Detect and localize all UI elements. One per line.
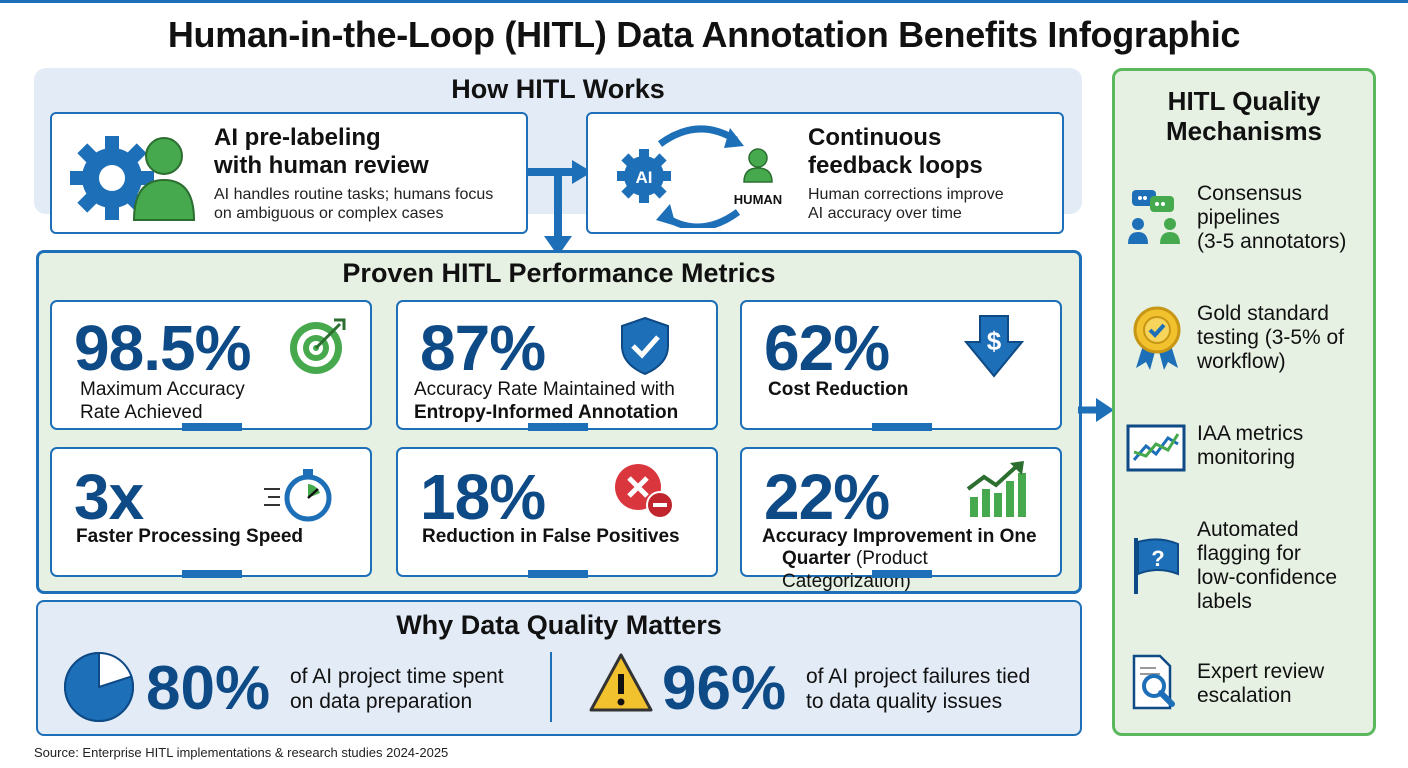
metric-value: 22% xyxy=(764,461,890,533)
card-tab xyxy=(872,570,932,578)
how-hitl-title: How HITL Works xyxy=(451,74,665,104)
card-tab xyxy=(182,570,242,578)
quality-mechanisms-title: HITL Quality Mechanisms xyxy=(1112,86,1376,146)
mechanism-line: Expert review xyxy=(1197,660,1325,683)
mechanism-line: flagging for xyxy=(1197,542,1301,565)
document-search-icon xyxy=(1132,654,1175,710)
card-tab xyxy=(182,423,242,431)
metric-card-accuracy-maintained: 87% Accuracy Rate Maintained with Entrop… xyxy=(396,300,718,431)
metric-value: 62% xyxy=(764,312,890,384)
stat-80-text-line2: on data preparation xyxy=(290,690,473,713)
why-quality-section xyxy=(36,600,1082,736)
page-title: Human-in-the-Loop (HITL) Data Annotation… xyxy=(167,14,1241,55)
metric-label-line1: Accuracy Improvement in One xyxy=(762,526,1037,547)
card-text-line1: AI handles routine tasks; humans focus xyxy=(214,186,494,203)
source-note: Source: Enterprise HITL implementations … xyxy=(34,745,449,760)
top-accent-bar xyxy=(0,0,1408,3)
stat-96-text-line2: to data quality issues xyxy=(806,690,1003,713)
mechanism-line: Consensus xyxy=(1197,182,1303,205)
metric-value: 87% xyxy=(420,312,546,384)
pie-80-icon xyxy=(64,651,134,722)
stat-80-value: 80% xyxy=(146,654,271,723)
mechanism-line: labels xyxy=(1197,590,1252,613)
gear-person-icon xyxy=(70,136,196,221)
arrow-right-icon xyxy=(1078,398,1114,422)
card-tab xyxy=(872,423,932,431)
mechanism-automated-flagging: Automated flagging for low-confidence la… xyxy=(1197,518,1367,614)
mechanism-expert-review: Expert review escalation xyxy=(1197,660,1367,708)
metric-card-accuracy-improvement: 22% Accuracy Improvement in One Quarter … xyxy=(740,447,1062,592)
mechanism-line: workflow) xyxy=(1197,350,1286,373)
flow-arrows xyxy=(528,160,592,256)
gold-badge-icon xyxy=(1133,306,1181,370)
metric-card-max-accuracy: 98.5% Maximum Accuracy Rate Achieved xyxy=(50,300,372,431)
mechanism-line: escalation xyxy=(1197,684,1292,707)
mechanism-line: (3-5 annotators) xyxy=(1197,230,1347,253)
card-text-line2: on ambiguous or complex cases xyxy=(214,205,444,222)
card-tab xyxy=(528,423,588,431)
stat-80-text-line1: of AI project time spent xyxy=(290,665,504,688)
svg-text:?: ? xyxy=(1151,546,1164,571)
mechanism-line: low-confidence xyxy=(1197,566,1338,589)
card-text-line1: Human corrections improve xyxy=(808,186,1004,203)
divider xyxy=(550,652,552,722)
metric-card-cost-reduction: 62% Cost Reduction $ xyxy=(740,300,1062,431)
feedback-cycle-icon: AI HUMAN xyxy=(617,125,782,228)
metric-label-line1: Maximum Accuracy xyxy=(80,379,245,400)
card-heading-line1: Continuous xyxy=(808,124,942,151)
mechanism-gold-standard: Gold standard testing (3-5% of workflow) xyxy=(1197,302,1367,374)
line-chart-icon xyxy=(1126,424,1186,472)
card-heading-line1: AI pre-labeling xyxy=(214,124,381,151)
metric-label-line2: Entropy-Informed Annotation xyxy=(414,402,679,423)
metric-label-line1: Reduction in False Positives xyxy=(422,526,680,547)
metric-card-faster-processing: 3x Faster Processing Speed xyxy=(50,447,372,578)
human-label: HUMAN xyxy=(734,192,782,207)
metric-card-false-positives: 18% Reduction in False Positives xyxy=(396,447,718,578)
consensus-icon xyxy=(1128,190,1180,244)
card-heading-line2: with human review xyxy=(214,152,429,179)
pie-80-slice xyxy=(64,651,134,722)
dollar-down-icon: $ xyxy=(963,315,1025,378)
quality-title-line1: HITL Quality xyxy=(1167,86,1321,116)
mechanism-line: Gold standard xyxy=(1197,302,1329,325)
metric-label-line1: Faster Processing Speed xyxy=(76,526,304,547)
metrics-title: Proven HITL Performance Metrics xyxy=(342,258,776,288)
metric-label-line2-bold: Quarter xyxy=(782,548,851,569)
stat-96-text-line1: of AI project failures tied xyxy=(806,665,1031,688)
metric-value: 98.5% xyxy=(74,312,251,384)
why-quality-title: Why Data Quality Matters xyxy=(396,610,722,640)
card-feedback-loops: AI HUMAN Continuous feedback loops Human… xyxy=(586,112,1064,234)
mechanism-line: monitoring xyxy=(1197,446,1296,469)
stopwatch-icon xyxy=(264,469,332,522)
card-ai-prelabeling: AI pre-labeling with human review AI han… xyxy=(50,112,528,234)
mechanism-line: IAA metrics xyxy=(1197,422,1304,445)
flag-question-icon: ? xyxy=(1134,538,1179,594)
growth-chart-icon xyxy=(966,461,1026,517)
card-heading-line2: feedback loops xyxy=(808,152,983,179)
metric-value: 3x xyxy=(74,461,144,533)
shield-check-icon xyxy=(621,316,669,376)
target-icon xyxy=(290,318,346,374)
metric-label-line2: Rate Achieved xyxy=(80,402,203,423)
quality-mechanisms-panel xyxy=(1112,68,1376,736)
warning-icon xyxy=(589,653,653,712)
mechanism-iaa-metrics: IAA metrics monitoring xyxy=(1197,422,1367,470)
card-tab xyxy=(528,570,588,578)
mechanism-consensus: Consensus pipelines (3-5 annotators) xyxy=(1197,182,1367,254)
svg-text:$: $ xyxy=(987,326,1002,356)
mechanism-line: pipelines xyxy=(1197,206,1280,229)
card-text-line2: AI accuracy over time xyxy=(808,205,962,222)
error-minus-icon xyxy=(615,464,674,519)
ai-label: AI xyxy=(636,168,653,187)
metric-label-line1: Accuracy Rate Maintained with xyxy=(414,379,675,400)
stat-96-value: 96% xyxy=(662,654,787,723)
quality-title-line2: Mechanisms xyxy=(1165,116,1323,146)
metric-label-line1: Cost Reduction xyxy=(768,379,909,400)
metric-value: 18% xyxy=(420,461,546,533)
mechanism-line: Automated xyxy=(1197,518,1299,541)
mechanism-line: testing (3-5% of xyxy=(1197,326,1345,349)
